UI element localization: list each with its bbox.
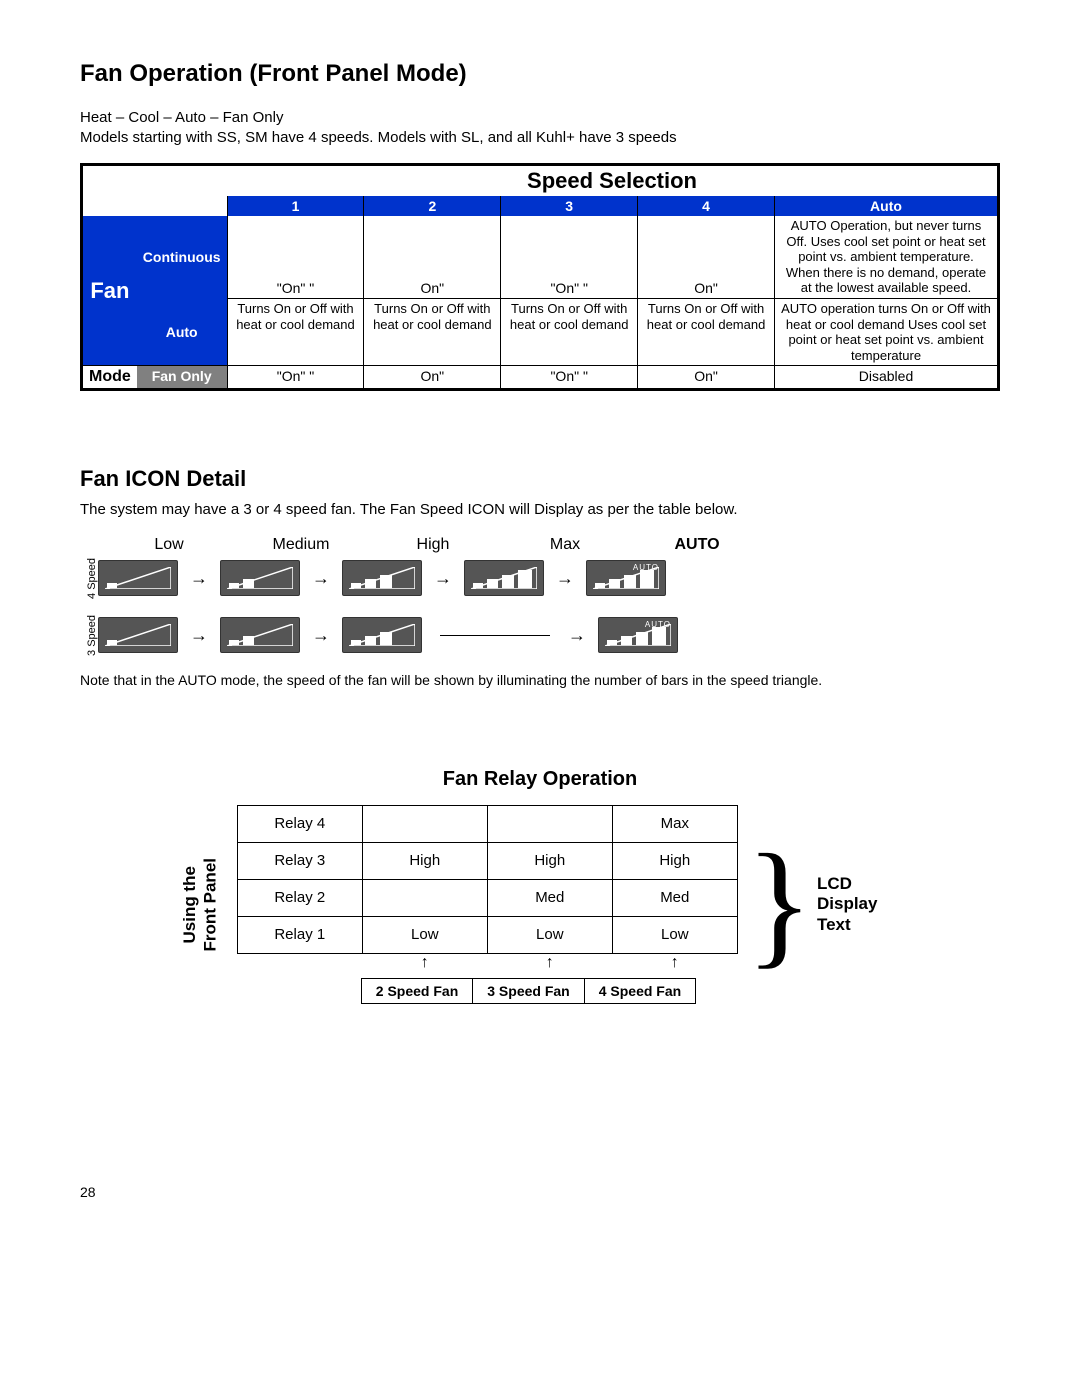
fan-speed-labels: 2 Speed Fan 3 Speed Fan 4 Speed Fan [361,978,696,1004]
fan-icon-auto3: AUTO [598,617,678,653]
four-speed-row: 4 Speed → → → → AUTO [80,558,1000,599]
section3-title: Fan Relay Operation [80,768,1000,791]
icon-labels-row: Low Medium High Max AUTO [126,536,1000,554]
fan-icon-low3 [98,617,178,653]
brace-icon: } [746,848,813,960]
fan-icon-med [220,560,300,596]
fan-icon-auto: AUTO [586,560,666,596]
section1-title: Fan Operation (Front Panel Mode) [80,60,1000,88]
display-text-label: LCD Display Text [817,874,877,935]
fan-icon-max [464,560,544,596]
fan-icon-high3 [342,617,422,653]
fan-icon-high [342,560,422,596]
section2-intro: The system may have a 3 or 4 speed fan. … [80,500,1000,520]
using-front-panel-label: Using the Front Panel [180,858,221,952]
fan-icon-low [98,560,178,596]
section2-title: Fan ICON Detail [80,466,1000,492]
page-number: 28 [80,1184,1000,1200]
relay-table: Relay 4 Max Relay 3 High High High Relay… [237,805,738,972]
relay-table-wrap: Using the Front Panel Relay 4 Max Relay … [180,805,1000,1004]
speed-selection-table: Speed Selection 1 2 3 4 Auto Fan Continu… [80,163,1000,391]
auto-mode-note: Note that in the AUTO mode, the speed of… [80,672,1000,688]
section1-intro: Heat – Cool – Auto – Fan Only Models sta… [80,108,1000,147]
three-speed-row: 3 Speed → → → AUTO [80,615,1000,656]
fan-icon-med3 [220,617,300,653]
